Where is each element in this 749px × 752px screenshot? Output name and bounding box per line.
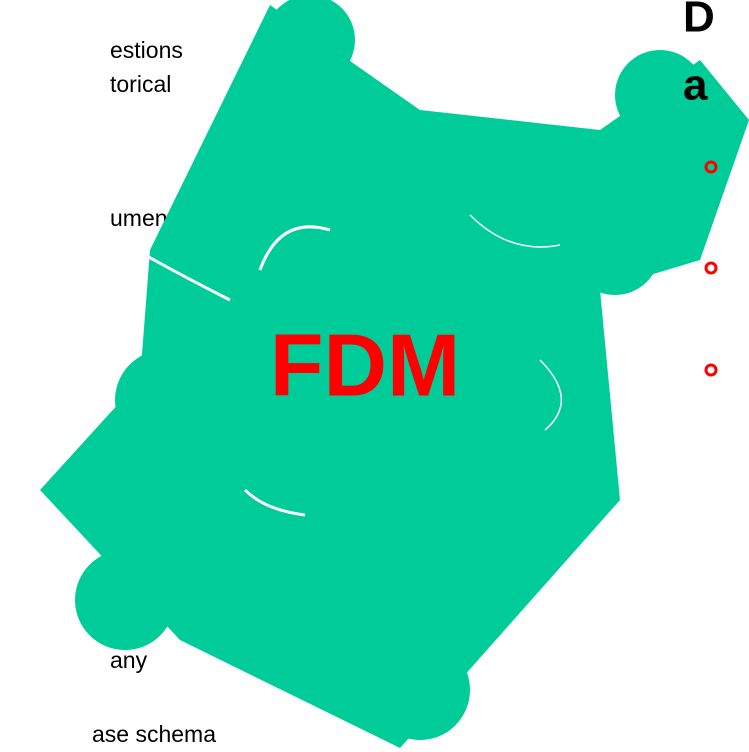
body-text: any bbox=[110, 647, 148, 673]
body-text: estions bbox=[110, 37, 183, 63]
title-text: D bbox=[683, 0, 715, 42]
puzzle-knob bbox=[570, 205, 660, 295]
body-text: ase schema bbox=[92, 721, 216, 747]
puzzle-label: FDM bbox=[270, 315, 461, 414]
title-text: a bbox=[683, 61, 708, 110]
body-text: torical bbox=[110, 71, 171, 97]
puzzle-knob bbox=[370, 640, 470, 740]
bullet bbox=[706, 263, 716, 273]
puzzle-knob bbox=[75, 550, 175, 650]
slide: estions torical uments e any ase schema … bbox=[0, 0, 749, 752]
puzzle-knob bbox=[115, 350, 215, 450]
slide-canvas: estions torical uments e any ase schema … bbox=[0, 0, 749, 752]
bullet bbox=[706, 365, 716, 375]
